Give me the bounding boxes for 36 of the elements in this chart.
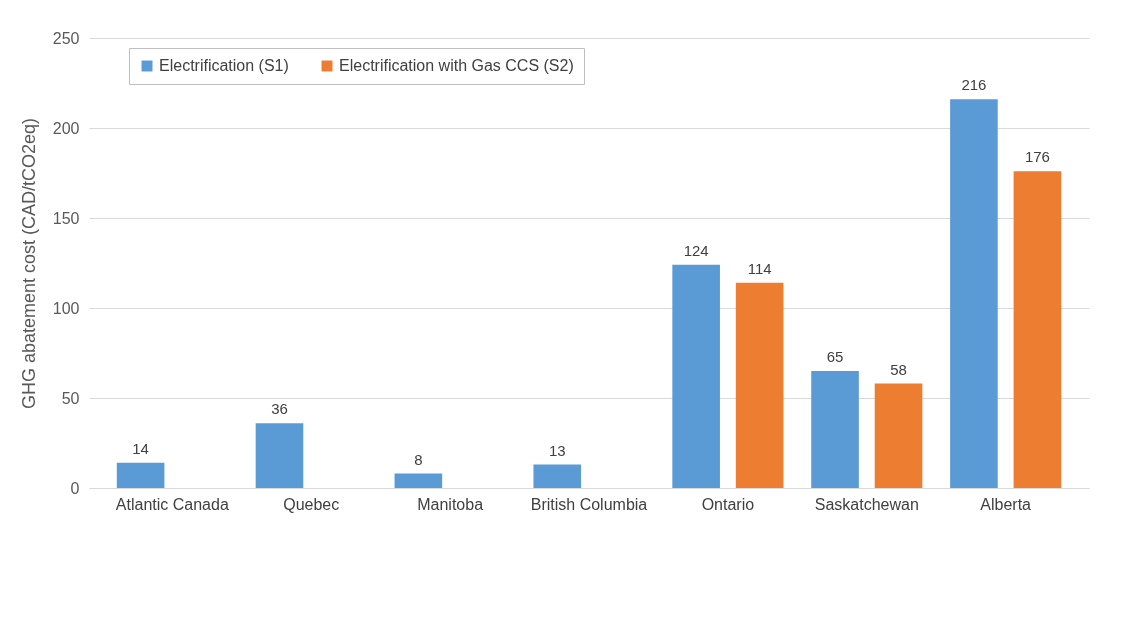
bar: [811, 371, 859, 488]
legend-label: Electrification with Gas CCS (S2): [339, 57, 574, 74]
y-tick-label: 100: [52, 299, 80, 317]
data-label: 124: [683, 241, 709, 259]
data-label: 216: [961, 76, 987, 94]
data-label: 58: [890, 360, 907, 378]
data-label: 8: [414, 450, 423, 468]
bar: [672, 264, 720, 488]
data-label: 176: [1024, 148, 1050, 166]
bar: [874, 383, 923, 488]
y-tick-label: 50: [61, 389, 80, 407]
bar: [394, 473, 443, 488]
x-tick-label: Ontario: [701, 495, 755, 513]
y-tick-label: 250: [52, 29, 80, 47]
x-tick-label: Quebec: [283, 495, 340, 513]
x-tick-label: Atlantic Canada: [115, 495, 229, 513]
bar: [1013, 171, 1062, 488]
bar: [735, 282, 784, 488]
y-tick-label: 200: [52, 119, 80, 137]
legend-label: Electrification (S1): [159, 57, 289, 74]
bar: [255, 423, 304, 488]
y-tick-label: 150: [52, 209, 80, 227]
data-label: 114: [747, 259, 772, 277]
data-label: 14: [132, 439, 149, 457]
y-axis-title: GHG abatement cost (CAD/tCO2eq): [18, 117, 39, 410]
y-tick-label: 0: [70, 479, 80, 497]
x-tick-label: Alberta: [980, 495, 1032, 513]
bar: [116, 462, 165, 488]
x-tick-label: British Columbia: [530, 495, 648, 513]
bar: [950, 99, 998, 488]
bar: [533, 464, 582, 488]
data-label: 36: [271, 400, 288, 418]
x-tick-label: Saskatchewan: [814, 495, 919, 513]
x-tick-label: Manitoba: [417, 495, 484, 513]
data-label: 13: [548, 441, 566, 459]
data-label: 65: [826, 348, 844, 365]
